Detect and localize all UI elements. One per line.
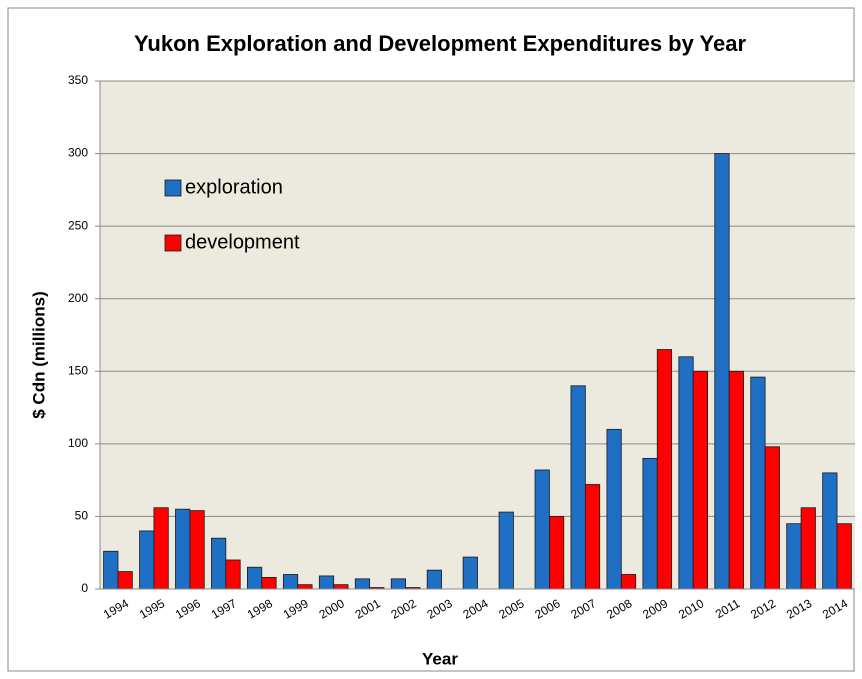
y-tick-label: 150 bbox=[68, 363, 88, 377]
y-axis-label: $ Cdn (millions) bbox=[29, 291, 48, 419]
bar bbox=[354, 578, 371, 590]
bar bbox=[318, 575, 335, 590]
legend-label: development bbox=[185, 231, 300, 253]
bar bbox=[570, 385, 586, 590]
bar bbox=[584, 484, 601, 590]
bar bbox=[261, 576, 277, 590]
bar bbox=[728, 370, 744, 590]
bar bbox=[642, 457, 658, 590]
bar bbox=[333, 584, 349, 590]
bar bbox=[714, 153, 730, 590]
y-tick-label: 350 bbox=[68, 73, 88, 87]
bar bbox=[692, 370, 708, 590]
bar bbox=[498, 511, 514, 590]
bar bbox=[153, 507, 169, 590]
y-tick-label: 300 bbox=[68, 146, 88, 160]
bar bbox=[620, 574, 637, 590]
y-tick-label: 250 bbox=[68, 218, 88, 232]
bar bbox=[800, 507, 816, 590]
legend-swatch bbox=[164, 179, 182, 197]
y-tick-label: 100 bbox=[68, 436, 88, 450]
x-axis-label: Year bbox=[422, 649, 458, 668]
bar bbox=[786, 523, 802, 590]
bar bbox=[606, 428, 622, 590]
legend-swatch bbox=[164, 234, 182, 252]
bar bbox=[297, 584, 313, 590]
bar bbox=[656, 349, 673, 590]
bar bbox=[189, 510, 205, 590]
legend-label: exploration bbox=[185, 176, 283, 198]
bar bbox=[462, 556, 478, 590]
bar bbox=[282, 574, 299, 590]
bar bbox=[549, 516, 565, 590]
bar bbox=[426, 569, 442, 590]
bar bbox=[390, 578, 406, 590]
y-tick-label: 50 bbox=[75, 509, 89, 523]
bar bbox=[678, 356, 694, 590]
y-tick-label: 0 bbox=[81, 581, 88, 595]
bar bbox=[225, 559, 241, 590]
chart-title: Yukon Exploration and Development Expend… bbox=[134, 31, 747, 56]
bar bbox=[750, 376, 766, 590]
bar bbox=[117, 571, 133, 590]
bar bbox=[175, 508, 191, 590]
bar bbox=[211, 537, 227, 590]
bar bbox=[836, 523, 852, 590]
bar bbox=[247, 566, 263, 590]
bar bbox=[534, 469, 550, 590]
bar bbox=[822, 472, 838, 590]
bar bbox=[139, 530, 155, 590]
y-tick-label: 200 bbox=[68, 291, 88, 305]
bar bbox=[764, 446, 780, 590]
bar bbox=[103, 550, 119, 590]
